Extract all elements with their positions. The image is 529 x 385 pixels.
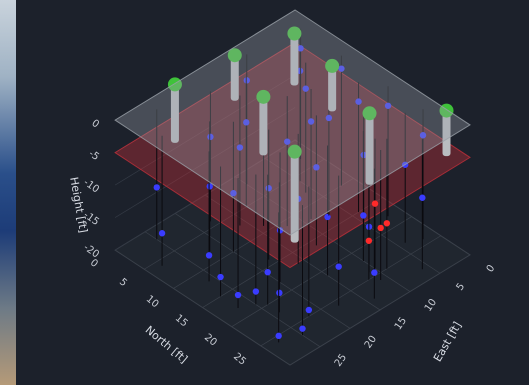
point (159, 230, 165, 236)
point (276, 290, 282, 296)
point (384, 220, 390, 226)
point (217, 274, 223, 280)
screenshot: 051015202505101520250-5-10-15-20 Height … (0, 0, 529, 385)
side-photo (0, 0, 16, 385)
point (419, 195, 425, 201)
point (335, 263, 341, 269)
point (324, 214, 330, 220)
point (372, 200, 378, 206)
point (235, 292, 241, 298)
point (371, 269, 377, 275)
point (206, 252, 212, 258)
point (299, 325, 305, 331)
point (366, 238, 372, 244)
point (360, 212, 366, 218)
point (265, 269, 271, 275)
point (377, 225, 383, 231)
point (154, 184, 160, 190)
point (253, 288, 259, 294)
point (306, 307, 312, 313)
point (275, 333, 281, 339)
